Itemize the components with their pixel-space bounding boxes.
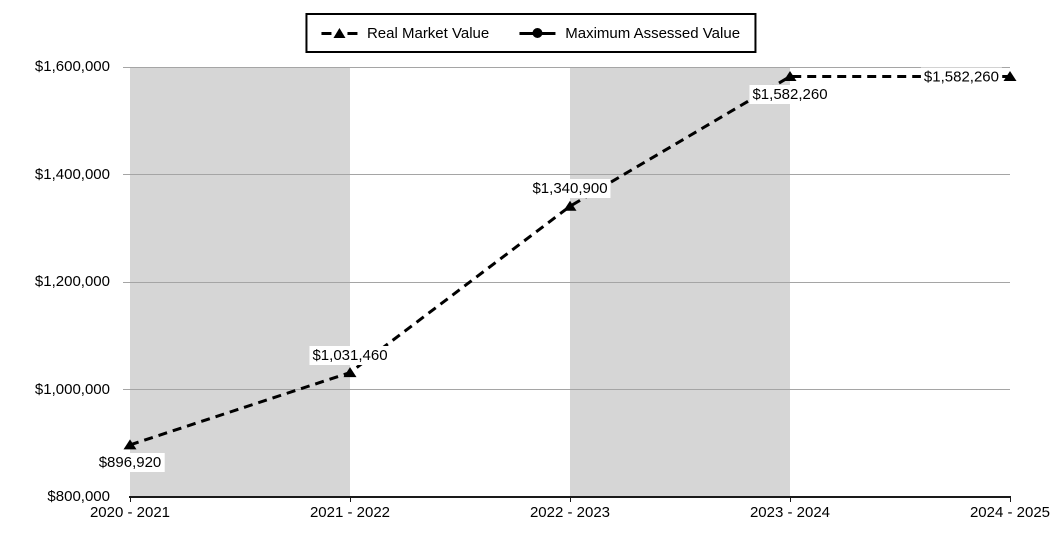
triangle-marker (123, 439, 137, 450)
solid-line-circle-marker-icon (519, 28, 556, 38)
y-tick-label: $1,600,000 (34, 58, 110, 75)
gridline-$1,600,000 (123, 66, 1010, 68)
x-tick-label: 2022 - 2023 (529, 504, 611, 521)
x-tick-mark (129, 497, 131, 502)
y-tick-label: $800,000 (47, 488, 110, 505)
dashed-line-triangle-marker-icon (320, 28, 357, 38)
x-tick-label: 2024 - 2025 (969, 504, 1051, 521)
data-point-label: $1,582,260 (920, 67, 1002, 87)
gridline-$1,400,000 (123, 174, 1010, 175)
data-point-label: $1,582,260 (749, 84, 831, 104)
gridline-$1,000,000 (123, 389, 1010, 390)
series-line-dashed (129, 75, 1010, 447)
y-tick-label: $1,400,000 (34, 165, 110, 183)
legend-label-real-market-value: Real Market Value (366, 24, 490, 42)
data-point-label: $896,920 (95, 452, 165, 472)
data-point-label: $1,340,900 (529, 179, 611, 199)
x-tick-label: 2023 - 2024 (749, 504, 831, 521)
x-tick-mark (1009, 497, 1011, 502)
legend-item-real-market-value: Real Market Value (320, 24, 490, 42)
y-tick-label: $1,000,000 (34, 380, 110, 398)
x-axis-line (129, 495, 1011, 498)
x-tick-mark (349, 497, 351, 502)
triangle-marker (343, 367, 357, 378)
chart-legend: Real Market Value Maximum Assessed Value (304, 13, 757, 53)
triangle-marker (783, 71, 797, 82)
x-tick-label: 2021 - 2022 (309, 504, 391, 521)
triangle-marker (563, 200, 577, 211)
y-tick-label: $1,200,000 (34, 273, 110, 290)
legend-label-maximum-assessed-value: Maximum Assessed Value (565, 24, 741, 42)
gridline-$1,200,000 (123, 281, 1010, 283)
x-tick-label: 2020 - 2021 (89, 504, 171, 521)
x-tick-mark (569, 497, 571, 502)
legend-item-maximum-assessed-value: Maximum Assessed Value (519, 25, 740, 42)
data-point-label: $1,031,460 (309, 345, 391, 365)
x-tick-mark (789, 497, 791, 502)
triangle-marker (1003, 71, 1017, 82)
